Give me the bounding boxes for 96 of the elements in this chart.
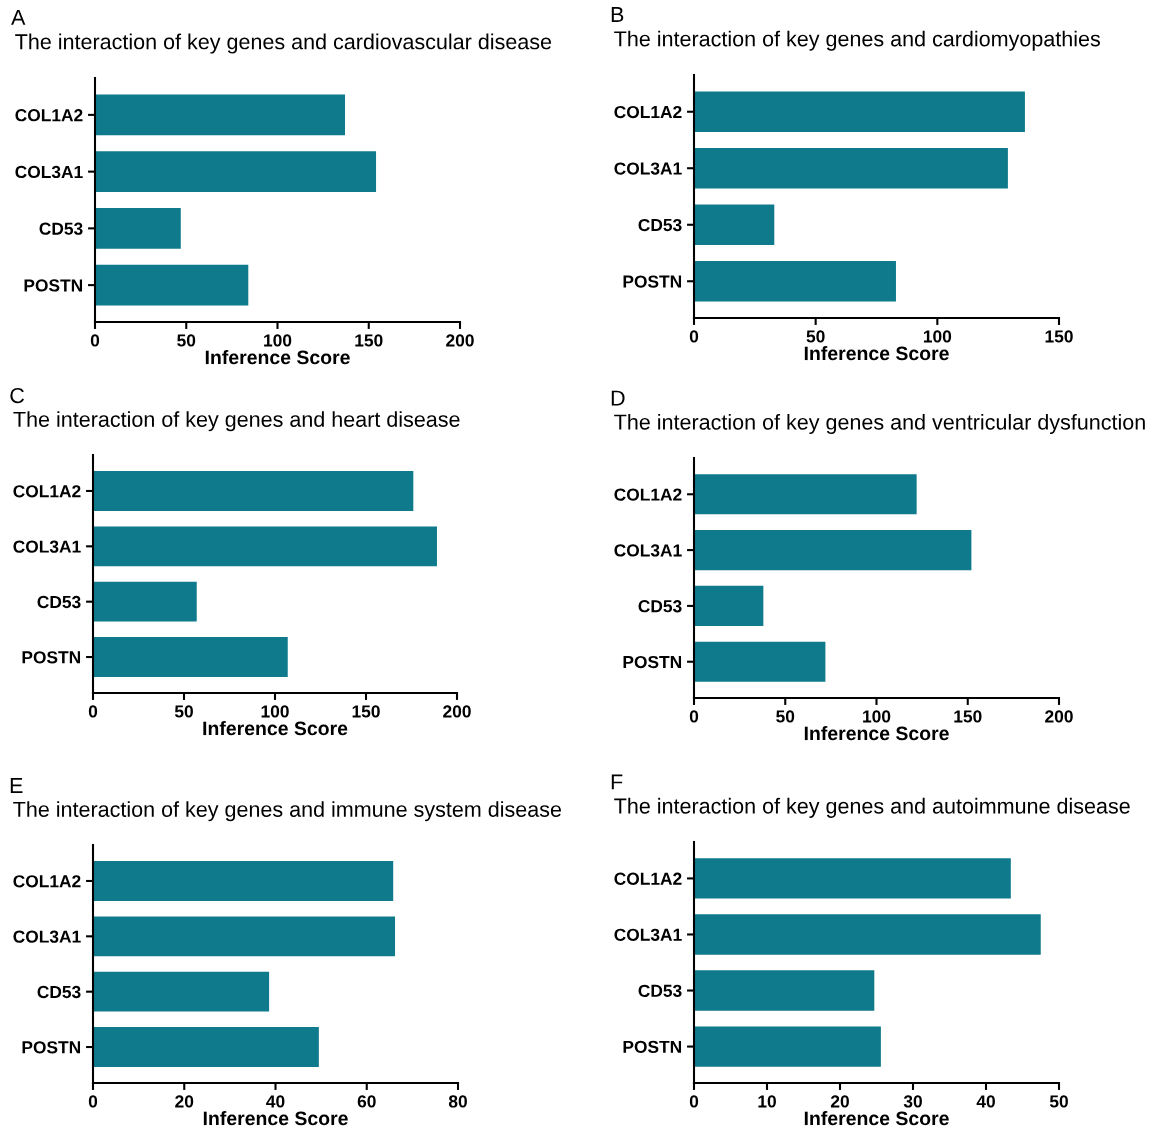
y-tick-label: COL1A2 bbox=[614, 105, 682, 119]
y-tick-label: CD53 bbox=[638, 600, 682, 613]
y-tick-label: CD53 bbox=[37, 595, 81, 609]
y-tick-label: POSTN bbox=[623, 1040, 682, 1054]
text: A bbox=[11, 9, 26, 25]
x-tick-label: 150 bbox=[954, 710, 982, 723]
x-tick-label: 200 bbox=[446, 334, 474, 347]
bar bbox=[694, 1026, 881, 1067]
text: E bbox=[10, 778, 23, 793]
y-tick-label: COL3A1 bbox=[15, 165, 83, 179]
x-tick-label: 50 bbox=[776, 710, 795, 723]
x-tick-label: 20 bbox=[175, 1095, 194, 1108]
x-axis-title: Inference Score bbox=[804, 725, 949, 741]
x-tick-label: 150 bbox=[1045, 330, 1073, 343]
x-tick-label: 200 bbox=[443, 705, 471, 718]
x-tick-label: 0 bbox=[689, 1095, 699, 1108]
x-tick-label: 40 bbox=[976, 1095, 995, 1108]
chart-title: The interaction of key genes and cardiovascular disease bbox=[15, 33, 552, 54]
bar bbox=[95, 207, 181, 249]
x-tick-label: 50 bbox=[177, 334, 196, 347]
x-tick-label: 0 bbox=[90, 334, 100, 347]
x-tick-label: 100 bbox=[264, 334, 292, 347]
bar bbox=[694, 585, 764, 626]
bar bbox=[93, 526, 437, 567]
bar bbox=[694, 204, 775, 246]
x-tick-label: 150 bbox=[352, 705, 380, 718]
x-tick-label: 0 bbox=[689, 710, 699, 723]
bar bbox=[694, 970, 875, 1011]
text: C bbox=[10, 387, 25, 404]
text: F bbox=[611, 774, 623, 790]
bar bbox=[93, 916, 396, 957]
bar bbox=[694, 641, 826, 682]
bar bbox=[93, 861, 394, 901]
bar bbox=[95, 264, 249, 306]
y-tick-label: COL3A1 bbox=[13, 540, 81, 553]
text: B bbox=[611, 7, 624, 22]
x-axis-title: Inference Score bbox=[804, 345, 949, 361]
x-axis-title: Inference Score bbox=[804, 1110, 949, 1126]
x-axis-title: Inference Score bbox=[203, 720, 348, 736]
x-tick-label: 200 bbox=[1045, 710, 1073, 723]
chart-title: The interaction of key genes and ventricular dysfunction bbox=[614, 413, 1145, 434]
bar bbox=[694, 91, 1025, 133]
x-tick-label: 0 bbox=[88, 705, 98, 718]
bar bbox=[93, 971, 270, 1012]
chart-title: The interaction of key genes and immune system disease bbox=[13, 801, 561, 822]
x-tick-label: 20 bbox=[830, 1095, 849, 1108]
y-tick-label: COL1A2 bbox=[614, 488, 682, 501]
y-tick-label: CD53 bbox=[638, 984, 682, 998]
x-tick-label: 40 bbox=[266, 1095, 285, 1108]
y-tick-label: POSTN bbox=[22, 651, 81, 664]
bar bbox=[95, 151, 377, 193]
y-tick-label: POSTN bbox=[623, 275, 682, 288]
x-tick-label: 50 bbox=[174, 705, 193, 718]
chart-title: The interaction of key genes and heart disease bbox=[13, 411, 460, 432]
chart-title: The interaction of key genes and autoimmune disease bbox=[614, 797, 1130, 818]
y-tick-label: COL3A1 bbox=[614, 162, 682, 175]
x-tick-label: 60 bbox=[357, 1095, 376, 1108]
x-tick-label: 30 bbox=[903, 1095, 922, 1108]
x-tick-label: 100 bbox=[923, 330, 952, 343]
chart-title: The interaction of key genes and cardiomyopathies bbox=[614, 30, 1100, 51]
bar bbox=[694, 530, 972, 571]
text: D bbox=[611, 390, 625, 406]
x-tick-label: 10 bbox=[758, 1095, 776, 1108]
y-tick-label: COL1A2 bbox=[13, 875, 81, 888]
y-tick-label: COL3A1 bbox=[614, 928, 682, 941]
y-tick-label: CD53 bbox=[39, 222, 83, 235]
x-tick-label: 150 bbox=[355, 334, 383, 347]
bar bbox=[694, 858, 1011, 899]
x-tick-label: 50 bbox=[806, 330, 825, 343]
bar bbox=[694, 147, 1008, 189]
x-tick-label: 100 bbox=[863, 710, 891, 723]
bar bbox=[93, 581, 197, 622]
y-tick-label: COL1A2 bbox=[13, 485, 81, 498]
bar bbox=[95, 94, 346, 136]
y-tick-label: COL3A1 bbox=[614, 544, 682, 557]
y-tick-label: COL1A2 bbox=[614, 872, 682, 885]
bar bbox=[694, 474, 917, 515]
bar bbox=[93, 637, 288, 677]
x-tick-label: 100 bbox=[261, 705, 289, 718]
y-tick-label: POSTN bbox=[623, 655, 682, 669]
x-axis-title: Inference Score bbox=[205, 349, 350, 365]
y-tick-label: POSTN bbox=[22, 1041, 81, 1054]
y-tick-label: COL3A1 bbox=[13, 930, 81, 943]
bar bbox=[93, 1027, 319, 1067]
x-tick-label: 0 bbox=[689, 330, 699, 343]
bar bbox=[694, 914, 1041, 955]
y-tick-label: COL1A2 bbox=[15, 109, 83, 122]
x-axis-title: Inference Score bbox=[203, 1110, 348, 1126]
y-tick-label: CD53 bbox=[37, 985, 81, 999]
y-tick-label: CD53 bbox=[638, 218, 682, 232]
bar bbox=[93, 471, 414, 511]
bar bbox=[694, 260, 896, 302]
x-tick-label: 50 bbox=[1049, 1095, 1068, 1108]
y-tick-label: POSTN bbox=[24, 279, 83, 292]
x-tick-label: 80 bbox=[448, 1095, 467, 1108]
x-tick-label: 0 bbox=[88, 1095, 98, 1108]
